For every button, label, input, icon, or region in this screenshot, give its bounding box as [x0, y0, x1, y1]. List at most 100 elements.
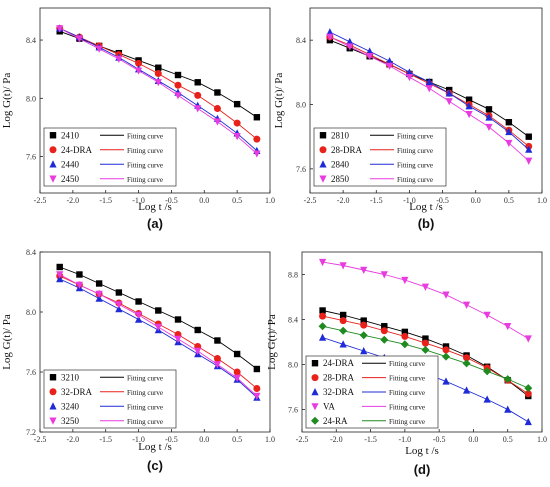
- x-tick-label: -1.5: [364, 435, 377, 444]
- data-point-3250: [56, 271, 64, 279]
- x-tick-label: 1.0: [265, 435, 275, 444]
- legend-label: 24-DRA: [323, 358, 354, 368]
- legend-fit-label: Fitting curve: [389, 418, 425, 426]
- data-point-32-DRA: [339, 340, 347, 348]
- data-point-32-DRA: [360, 347, 368, 355]
- data-point-2850: [366, 53, 374, 61]
- y-axis-title: Log G(t)/ Pa: [266, 314, 278, 370]
- data-point-28-DRA: [339, 317, 347, 325]
- data-point-24-DRA: [253, 135, 261, 143]
- data-point-2450: [253, 150, 261, 158]
- data-point-2840: [485, 113, 493, 121]
- data-point-2410: [253, 114, 261, 121]
- x-tick-label: 0.5: [232, 196, 242, 205]
- data-point-3250: [253, 392, 261, 400]
- data-point-24-RA: [318, 322, 327, 331]
- data-point-2450: [154, 79, 162, 87]
- y-axis-title: Log G(t)/ Pa: [273, 73, 285, 129]
- data-point-2840: [525, 145, 533, 153]
- y-tick-label: 7.6: [26, 368, 36, 377]
- data-point-3250: [233, 374, 241, 382]
- data-point-2450: [174, 92, 182, 100]
- data-point-3210: [253, 365, 261, 373]
- y-tick-label: 7.6: [288, 406, 298, 415]
- legend-marker-24-RA: [311, 416, 319, 425]
- data-point-24-DRA: [422, 335, 429, 342]
- legend-label: 24-DRA: [61, 145, 92, 155]
- data-point-2840: [326, 28, 334, 36]
- fitting-curve-VA: [322, 261, 529, 339]
- chart-panel-2: -2.5 -2.0 -1.5 -1.0 -0.5 0.0 0.5 1.0 8.4 8.0 7.6 Lo…: [273, 7, 547, 231]
- data-point-24-RA: [483, 367, 492, 376]
- data-point-24-RA: [503, 375, 512, 384]
- x-tick-label: 1.0: [537, 196, 547, 205]
- legend-marker-2810: [319, 132, 327, 139]
- legend-box: [43, 127, 177, 187]
- data-point-28-DRA: [380, 327, 388, 335]
- y-tick-label: 8.8: [288, 271, 298, 280]
- data-point-28-DRA: [463, 354, 471, 362]
- data-point-3210: [115, 289, 123, 296]
- legend: 2810 Fitting curve 28-DRA Fitting curve 2840…: [313, 127, 447, 187]
- legend-label: 2840: [331, 159, 350, 169]
- panel-label: (a): [147, 216, 163, 231]
- data-point-24-DRA: [319, 307, 326, 314]
- data-point-24-DRA: [401, 328, 409, 336]
- x-axis-title: Log t /s: [138, 201, 172, 213]
- legend-fit-label: Fitting curve: [397, 161, 433, 169]
- x-tick-label: 0.0: [199, 196, 209, 205]
- data-point-2850: [346, 43, 354, 51]
- legend-label: 3240: [61, 401, 80, 411]
- data-point-3210: [155, 307, 162, 314]
- data-point-3250: [213, 361, 222, 369]
- legend-label: 2810: [331, 130, 350, 140]
- legend-label: 28-DRA: [331, 145, 362, 155]
- legend-label: 3250: [61, 416, 80, 426]
- x-axis-title: Log t /s: [409, 201, 443, 213]
- data-point-2840: [366, 47, 374, 55]
- x-tick-label: -1.5: [99, 196, 112, 205]
- legend-fit-label: Fitting curve: [397, 176, 433, 184]
- data-point-2850: [326, 33, 334, 41]
- data-point-3240: [56, 275, 64, 283]
- legend-fit-label: Fitting curve: [127, 161, 163, 169]
- data-point-2810: [485, 106, 493, 113]
- data-point-2410: [233, 100, 241, 108]
- y-tick-label: 8.0: [26, 94, 36, 103]
- legend-fit-label: Fitting curve: [397, 147, 433, 155]
- chart-panel-1: -2.5 -2.0 -1.5 -1.0 -0.5 0.0 0.5 1.0 8.4 8.0 7.6 Lo…: [1, 7, 275, 231]
- data-point-2810: [465, 96, 473, 103]
- legend-fit-label: Fitting curve: [389, 375, 425, 383]
- y-axis-title: Log G(t)/ Pa: [1, 73, 13, 129]
- legend-marker-2850: [319, 175, 327, 183]
- legend-fit-label: Fitting curve: [127, 147, 163, 155]
- data-point-24-RA: [400, 340, 409, 349]
- plot-frame: [309, 7, 543, 194]
- data-point-3250: [115, 301, 123, 309]
- data-point-2840: [445, 89, 453, 97]
- x-tick-label: -0.5: [165, 435, 178, 444]
- legend-label: 32-DRA: [323, 387, 354, 397]
- x-tick-label: -1.5: [370, 196, 383, 205]
- legend-fit-label: Fitting curve: [397, 132, 433, 140]
- legend-fit-label: Fitting curve: [389, 389, 425, 397]
- data-point-28-DRA: [524, 390, 532, 398]
- x-tick-label: -1.0: [403, 196, 416, 205]
- data-point-2410: [155, 64, 162, 71]
- data-point-24-RA: [421, 345, 430, 354]
- data-point-28-DRA: [401, 332, 409, 340]
- legend-marker-32-DRA: [49, 388, 57, 396]
- data-point-2450: [115, 55, 123, 63]
- data-point-24-DRA: [233, 119, 241, 127]
- panel-label: (b): [418, 216, 435, 231]
- data-point-24-DRA: [135, 59, 143, 67]
- data-point-2450: [56, 25, 64, 33]
- x-tick-label: -2.0: [67, 196, 80, 205]
- legend-marker-2410: [49, 132, 57, 139]
- x-tick-label: 1.0: [537, 435, 547, 444]
- data-point-28-DRA: [360, 321, 368, 329]
- data-point-32-DRA: [233, 368, 241, 376]
- data-point-24-DRA: [339, 311, 347, 319]
- x-tick-label: -1.0: [399, 435, 412, 444]
